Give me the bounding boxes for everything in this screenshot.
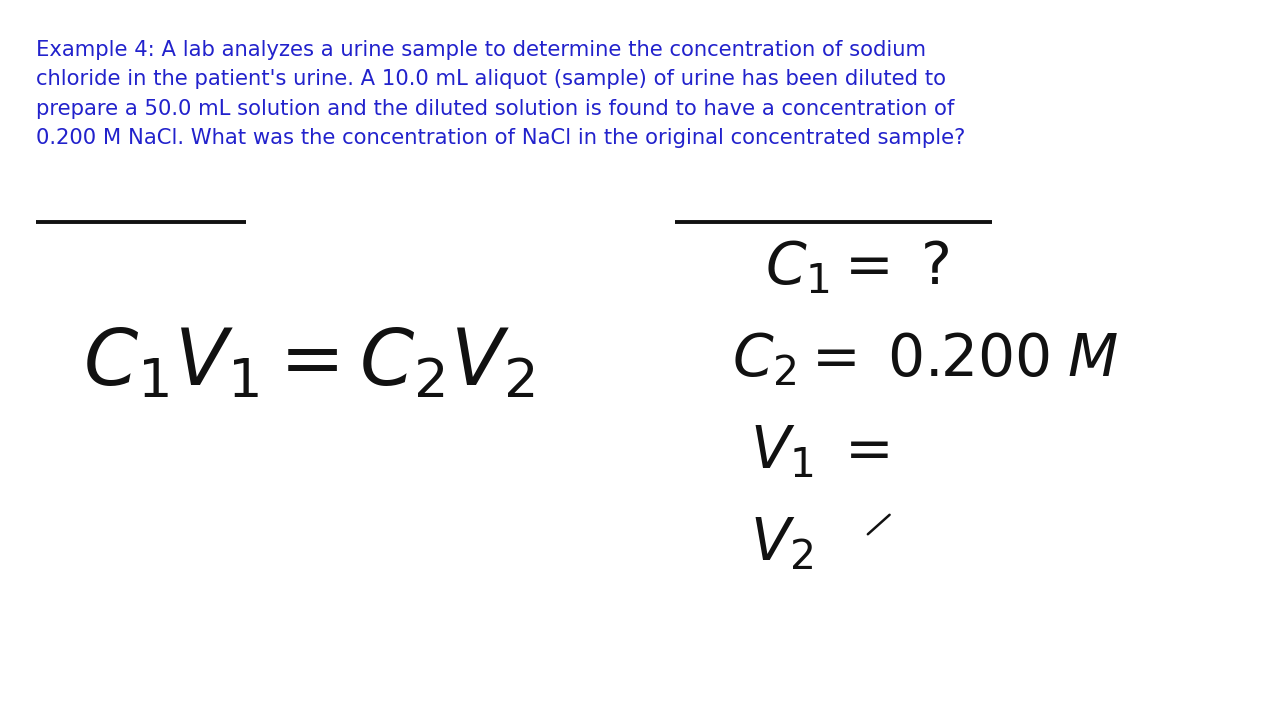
Text: $V_1 \; =$: $V_1 \; =$	[750, 423, 890, 481]
Text: $C_1 V_1 = C_2 V_2$: $C_1 V_1 = C_2 V_2$	[83, 325, 535, 402]
Text: $C_2 = \; 0.200 \; M$: $C_2 = \; 0.200 \; M$	[732, 331, 1119, 389]
Text: Example 4: A lab analyzes a urine sample to determine the concentration of sodiu: Example 4: A lab analyzes a urine sample…	[36, 40, 965, 148]
Text: $C_1 = \; ?$: $C_1 = \; ?$	[765, 239, 950, 297]
Text: $V_2$: $V_2$	[750, 516, 814, 573]
